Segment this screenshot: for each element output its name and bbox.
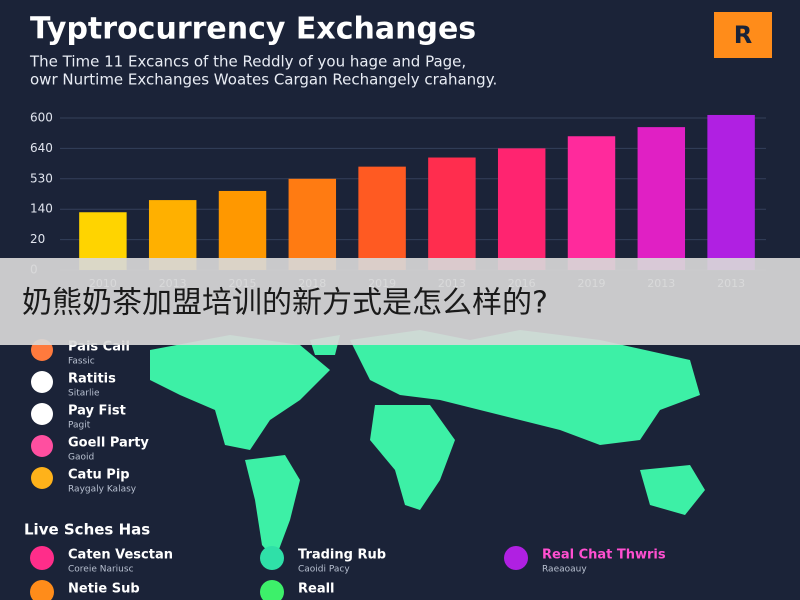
badge-box	[714, 12, 772, 58]
bar	[428, 157, 476, 270]
bar	[707, 114, 755, 271]
item-title: Reall	[298, 582, 335, 597]
bar	[218, 190, 267, 270]
section-heading: Live Sches Has	[24, 521, 150, 539]
item-icon	[504, 546, 528, 570]
item-subtitle: Raygaly Kalasy	[68, 485, 137, 495]
banner-text: 奶熊奶茶加盟培训的新方式是怎么样的?	[22, 286, 548, 321]
item-subtitle: Fassic	[68, 357, 95, 367]
item-subtitle: Pagit	[68, 421, 91, 431]
title: Typtrocurrency Exchanges	[30, 12, 476, 47]
item-icon	[31, 467, 53, 489]
y-tick-label: 640	[30, 141, 53, 155]
item-title: Pay Fist	[68, 404, 126, 419]
y-tick-label: 600	[30, 111, 53, 125]
world-map	[150, 330, 705, 560]
subtitle: The Time 11 Excancs of the Reddly of you…	[29, 53, 466, 71]
item-icon	[31, 403, 53, 425]
item-icon	[31, 371, 53, 393]
y-tick-label: 140	[30, 202, 53, 216]
bar-chart: 0201405306406002010201320152018201920132…	[30, 111, 766, 290]
y-tick-label: 530	[30, 171, 53, 185]
item-icon	[260, 580, 284, 600]
bar	[288, 178, 337, 270]
item-subtitle: Caoidi Pacy	[298, 565, 350, 575]
bar	[497, 148, 546, 270]
item-title: Trading Rub	[298, 548, 386, 563]
item-icon	[31, 435, 53, 457]
bar	[637, 127, 686, 271]
item-subtitle: Gaoid	[68, 453, 94, 463]
subtitle: owr Nurtime Exchanges Woates Cargan Rech…	[30, 71, 497, 89]
banner-band	[0, 258, 800, 345]
bar	[358, 166, 406, 270]
y-tick-label: 20	[30, 232, 45, 246]
item-title: Real Chat Thwris	[542, 548, 666, 563]
item-title: Ratitis	[68, 372, 116, 387]
item-title: Catu Pip	[68, 468, 130, 483]
item-icon	[260, 546, 284, 570]
item-subtitle: Sitarlie	[68, 389, 100, 399]
item-subtitle: Coreie Nariusc	[68, 565, 134, 575]
badge: R	[734, 21, 752, 49]
item-icon	[30, 546, 54, 570]
item-title: Goell Party	[68, 436, 149, 451]
bar	[567, 136, 616, 270]
item-subtitle: Raeaoauy	[542, 565, 587, 575]
item-icon	[30, 580, 54, 600]
item-title: Caten Vesctan	[68, 548, 173, 563]
item-title: Netie Sub	[68, 582, 140, 597]
